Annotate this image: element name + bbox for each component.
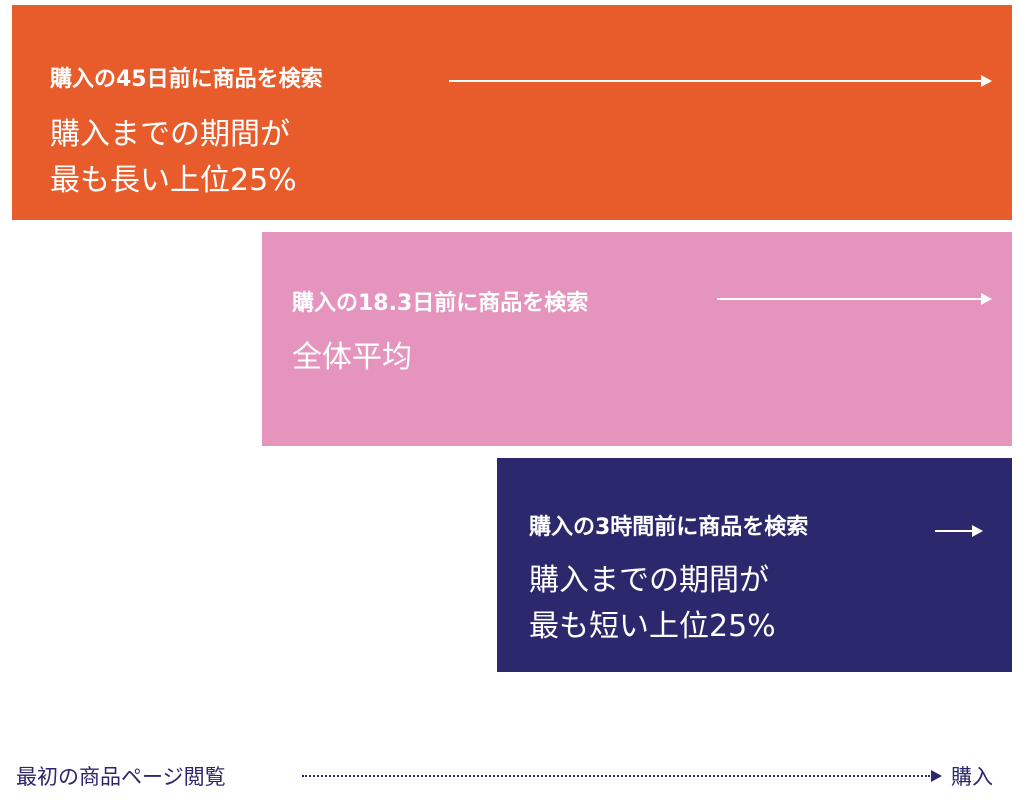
timeline-end-label: 購入 [951,765,993,789]
arrow-line [717,298,982,300]
arrow-line [449,80,982,82]
segment-average: 購入の18.3日前に商品を検索 全体平均 [262,232,1012,446]
segment-label-line2: 最も長い上位25% [50,163,297,198]
timeline-dotted-line [302,775,930,777]
segment-headline: 購入の18.3日前に商品を検索 [292,291,589,316]
segment-label-line2: 最も短い上位25% [529,609,776,644]
segment-headline: 購入の3時間前に商品を検索 [529,515,809,540]
arrow-right-icon [981,75,992,87]
segment-headline: 購入の45日前に商品を検索 [50,67,323,92]
arrow-right-icon [972,525,983,537]
arrow-right-icon [931,770,942,782]
segment-shortest-25: 購入の3時間前に商品を検索 購入までの期間が 最も短い上位25% [497,458,1012,672]
timeline: 最初の商品ページ閲覧 購入 [0,755,1024,795]
segment-label-line1: 購入までの期間が [529,563,769,598]
arrow-line [935,530,973,532]
segment-label-line1: 購入までの期間が [50,117,290,152]
arrow-right-icon [981,293,992,305]
timeline-start-label: 最初の商品ページ閲覧 [16,765,226,789]
segment-longest-25: 購入の45日前に商品を検索 購入までの期間が 最も長い上位25% [12,5,1012,220]
segment-label-line1: 全体平均 [292,340,412,375]
